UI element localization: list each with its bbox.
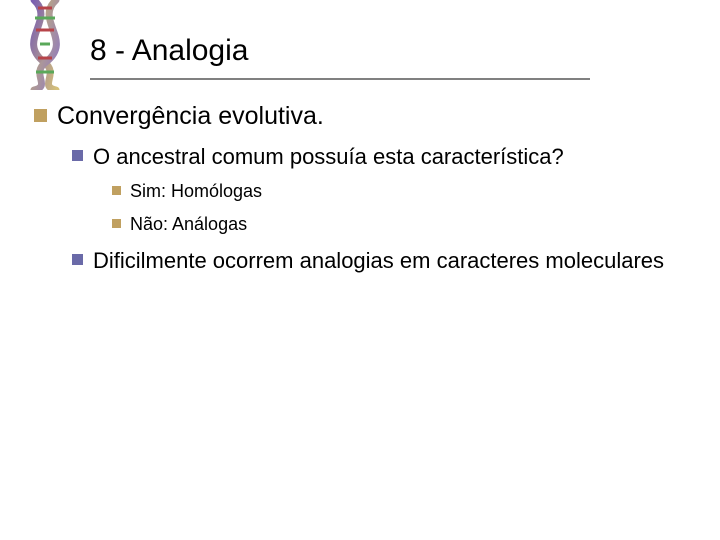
square-bullet-icon bbox=[72, 150, 83, 161]
square-bullet-icon bbox=[72, 254, 83, 265]
bullet-text: O ancestral comum possuía esta caracterí… bbox=[93, 142, 564, 172]
title-underline bbox=[90, 78, 590, 80]
bullet-text: Dificilmente ocorrem analogias em caract… bbox=[93, 246, 664, 276]
bullet-text: Convergência evolutiva. bbox=[57, 100, 324, 134]
square-bullet-icon bbox=[34, 109, 47, 122]
bullet-level3: Não: Análogas bbox=[112, 212, 690, 236]
bullet-level1: Convergência evolutiva. bbox=[34, 100, 690, 134]
square-bullet-icon bbox=[112, 219, 121, 228]
slide-body: Convergência evolutiva. O ancestral comu… bbox=[34, 100, 690, 284]
square-bullet-icon bbox=[112, 186, 121, 195]
bullet-level2: Dificilmente ocorrem analogias em caract… bbox=[72, 246, 690, 276]
slide-title: 8 - Analogia bbox=[90, 34, 248, 68]
bullet-level2: O ancestral comum possuía esta caracterí… bbox=[72, 142, 690, 172]
bullet-level3: Sim: Homólogas bbox=[112, 179, 690, 203]
bullet-text: Não: Análogas bbox=[130, 212, 247, 236]
bullet-text: Sim: Homólogas bbox=[130, 179, 262, 203]
slide: 8 - Analogia Convergência evolutiva. O a… bbox=[0, 0, 720, 540]
dna-helix-icon bbox=[16, 0, 76, 90]
